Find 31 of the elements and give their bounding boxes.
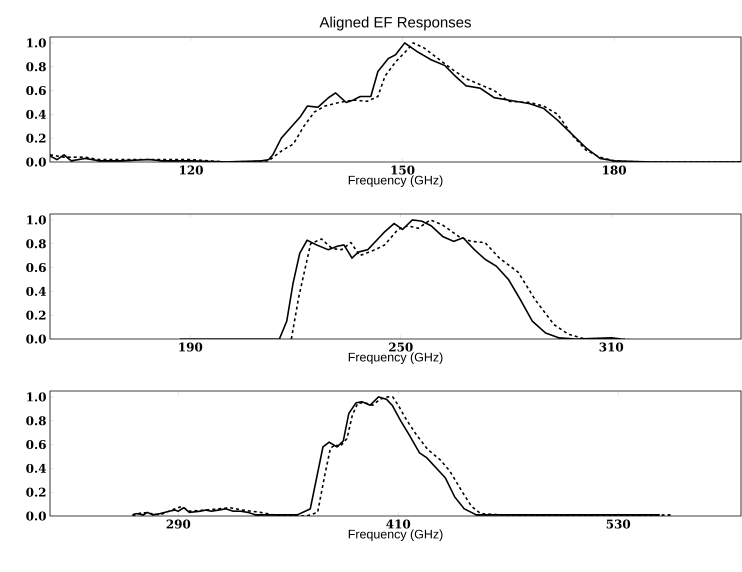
x-tick-label: 310: [600, 342, 624, 352]
y-tick-label: 0.4: [26, 464, 46, 473]
x-tick-label: 530: [606, 520, 630, 529]
x-tick-label: 120: [180, 166, 203, 175]
y-tick-label: 0.0: [26, 157, 46, 167]
y-tick-label: 0.6: [26, 440, 46, 450]
x-tick-label: 410: [386, 520, 410, 529]
x-axis-title: Frequency (GHz): [348, 529, 442, 541]
y-tick-label: 0.2: [26, 488, 46, 497]
chart-title: Aligned EF Responses: [320, 16, 471, 30]
y-tick-label: 0.8: [26, 239, 46, 248]
x-axis-title: Frequency (GHz): [348, 352, 442, 364]
x-axis-title: Frequency (GHz): [348, 175, 442, 187]
x-tick-label: 150: [392, 166, 414, 175]
y-tick-label: 0.2: [26, 134, 46, 143]
x-tick-label: 250: [389, 342, 413, 352]
y-tick-label: 1.0: [27, 38, 46, 48]
y-tick-label: 1.0: [27, 215, 46, 224]
y-tick-label: 0.6: [26, 86, 46, 96]
x-tick-label: 190: [179, 342, 202, 352]
y-tick-label: 0.0: [26, 511, 46, 521]
y-tick-label: 0.4: [26, 110, 46, 119]
y-tick-label: 0.8: [26, 62, 46, 72]
y-tick-label: 0.6: [26, 263, 46, 272]
x-tick-label: 180: [603, 166, 626, 175]
y-tick-label: 0.8: [26, 416, 46, 426]
y-tick-label: 0.0: [26, 334, 46, 344]
y-tick-label: 0.2: [26, 310, 46, 320]
x-tick-label: 290: [166, 520, 190, 529]
y-tick-label: 1.0: [27, 392, 46, 402]
y-tick-label: 0.4: [26, 286, 46, 296]
